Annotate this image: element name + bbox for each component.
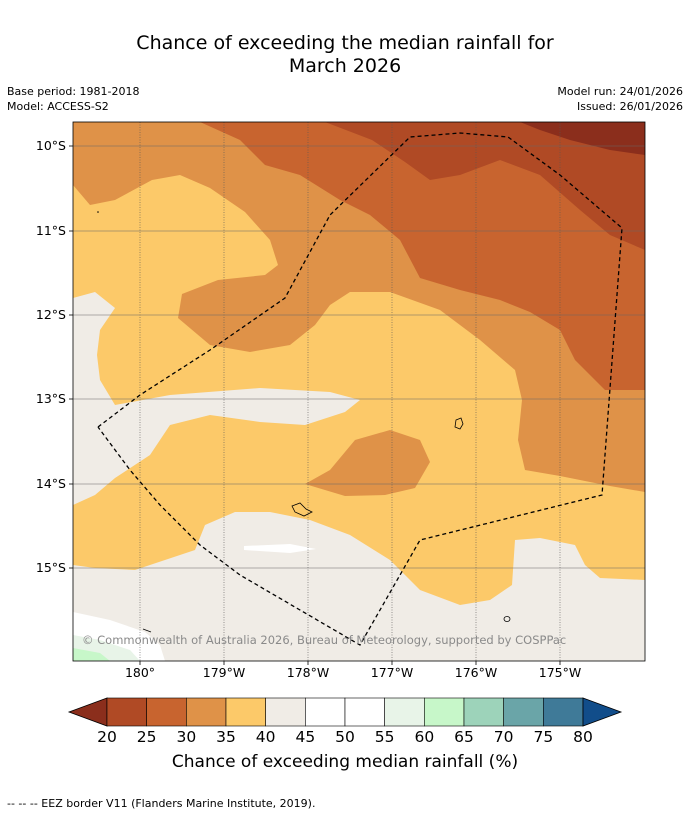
copyright-text: © Commonwealth of Australia 2026, Bureau… (82, 633, 567, 647)
lon-label-176w: 176°W (454, 665, 498, 680)
band-50-55-streak (244, 544, 316, 553)
meta-right: Model run: 24/01/2026 Issued: 26/01/2026 (557, 84, 683, 114)
lat-label-10s: 10°S (35, 138, 66, 153)
island-south (503, 616, 511, 622)
lat-label-11s: 11°S (35, 223, 66, 238)
colorbar-tick-45: 45 (295, 728, 316, 746)
island-central (291, 502, 313, 517)
colorbar-arrow-high (582, 697, 623, 727)
lon-label-180: 180° (124, 665, 156, 680)
issued-date: Issued: 26/01/2026 (576, 100, 683, 113)
colorbar-tick-75: 75 (533, 728, 554, 746)
colorbar-segment-35-40 (225, 697, 266, 727)
lat-label-14s: 14°S (35, 476, 66, 491)
colorbar-segment-20-25 (106, 697, 147, 727)
model-run: Model run: 24/01/2026 (557, 85, 683, 98)
colorbar-tick-80: 80 (573, 728, 593, 746)
base-period: Base period: 1981-2018 (7, 85, 140, 98)
lon-label-179w: 179°W (202, 665, 246, 680)
colorbar-tick-60: 60 (414, 728, 435, 746)
band-45-50-inner (73, 292, 360, 505)
title-line-1: Chance of exceeding the median rainfall … (136, 32, 554, 54)
island-nw (97, 211, 99, 213)
colorbar-segment-55-60 (384, 697, 425, 727)
lat-label-13s: 13°S (35, 391, 66, 406)
axis-ticks (69, 145, 561, 665)
colorbar-tick-70: 70 (493, 728, 514, 746)
island-sw (142, 628, 152, 633)
colorbar-label: Chance of exceeding median rainfall (%) (171, 752, 519, 772)
lon-label-175w: 175°W (538, 665, 582, 680)
colorbar-segment-40-45 (265, 697, 306, 727)
colorbar-segment-60-65 (424, 697, 465, 727)
colorbar-tick-35: 35 (216, 728, 236, 746)
band-35-40-patch (305, 430, 430, 496)
lat-label-12s: 12°S (35, 307, 66, 322)
title-line-2: March 2026 (288, 55, 402, 77)
map-title: Chance of exceeding the median rainfall … (0, 32, 690, 78)
colorbar-tick-40: 40 (255, 728, 276, 746)
eez-legend-note: -- -- -- EEZ border V11 (Flanders Marine… (7, 797, 316, 810)
colorbar (67, 697, 623, 727)
colorbar-tick-50: 50 (335, 728, 355, 746)
colorbar-segment-65-70 (463, 697, 504, 727)
band-60-65 (73, 648, 110, 661)
colorbar-segment-75-80 (543, 697, 584, 727)
colorbar-segment-70-75 (503, 697, 544, 727)
colorbar-segment-30-35 (186, 697, 227, 727)
colorbar-tick-20: 20 (97, 728, 117, 746)
band-30-35 (200, 122, 645, 390)
map-frame (72, 121, 646, 662)
colorbar-tick-30: 30 (176, 728, 197, 746)
colorbar-segment-50-55 (344, 697, 385, 727)
colorbar-segment-45-50 (305, 697, 346, 727)
lon-label-178w: 178°W (286, 665, 330, 680)
colorbar-tick-65: 65 (454, 728, 474, 746)
meta-left: Base period: 1981-2018 Model: ACCESS-S2 (7, 84, 139, 114)
colorbar-arrow-low (67, 697, 108, 727)
model-name: Model: ACCESS-S2 (7, 100, 109, 113)
colorbar-segment-25-30 (146, 697, 187, 727)
colorbar-tick-55: 55 (374, 728, 395, 746)
lat-label-15s: 15°S (35, 560, 66, 575)
colorbar-tick-25: 25 (136, 728, 157, 746)
island-east (454, 417, 464, 430)
lon-label-177w: 177°W (370, 665, 414, 680)
band-25-30 (325, 122, 645, 250)
eez-border (97, 132, 623, 646)
band-20-25 (520, 122, 645, 155)
grid-latitude (73, 145, 645, 569)
